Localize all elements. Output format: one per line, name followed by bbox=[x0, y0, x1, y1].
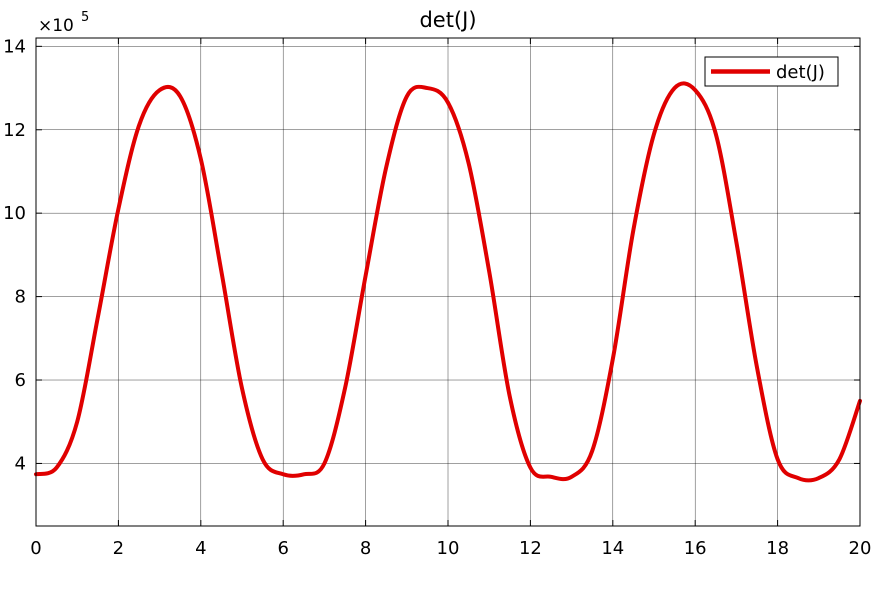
y-exponent-label: ×10 5 bbox=[38, 10, 89, 36]
x-tick-label: 0 bbox=[30, 538, 41, 559]
x-tick-label: 2 bbox=[113, 538, 124, 559]
y-tick-label: 10 bbox=[3, 203, 26, 224]
y-exponent-base: ×10 bbox=[38, 16, 74, 36]
x-tick-label: 18 bbox=[766, 538, 789, 559]
series-line bbox=[34, 81, 862, 483]
x-tick-label: 6 bbox=[277, 538, 288, 559]
x-tick-label: 4 bbox=[195, 538, 206, 559]
x-tick-label: 14 bbox=[601, 538, 624, 559]
x-tick-label: 20 bbox=[849, 538, 872, 559]
y-tick-label: 12 bbox=[3, 120, 26, 141]
y-axis: 4 6 8 10 12 14 bbox=[3, 36, 860, 474]
y-tick-label: 14 bbox=[3, 36, 26, 57]
chart-title: det(J) bbox=[419, 8, 476, 32]
x-tick-label: 8 bbox=[360, 538, 371, 559]
x-tick-label: 12 bbox=[519, 538, 542, 559]
y-tick-label: 6 bbox=[15, 370, 26, 391]
series-layer bbox=[34, 81, 862, 483]
x-tick-label: 10 bbox=[437, 538, 460, 559]
y-tick-label: 8 bbox=[15, 287, 26, 308]
y-tick-label: 4 bbox=[15, 453, 26, 474]
legend-label: det(J) bbox=[776, 62, 825, 83]
x-axis: 0 2 4 6 8 10 12 14 16 18 20 bbox=[30, 38, 871, 559]
legend: det(J) bbox=[704, 56, 839, 87]
y-exponent-power: 5 bbox=[81, 10, 89, 25]
x-tick-label: 16 bbox=[684, 538, 707, 559]
